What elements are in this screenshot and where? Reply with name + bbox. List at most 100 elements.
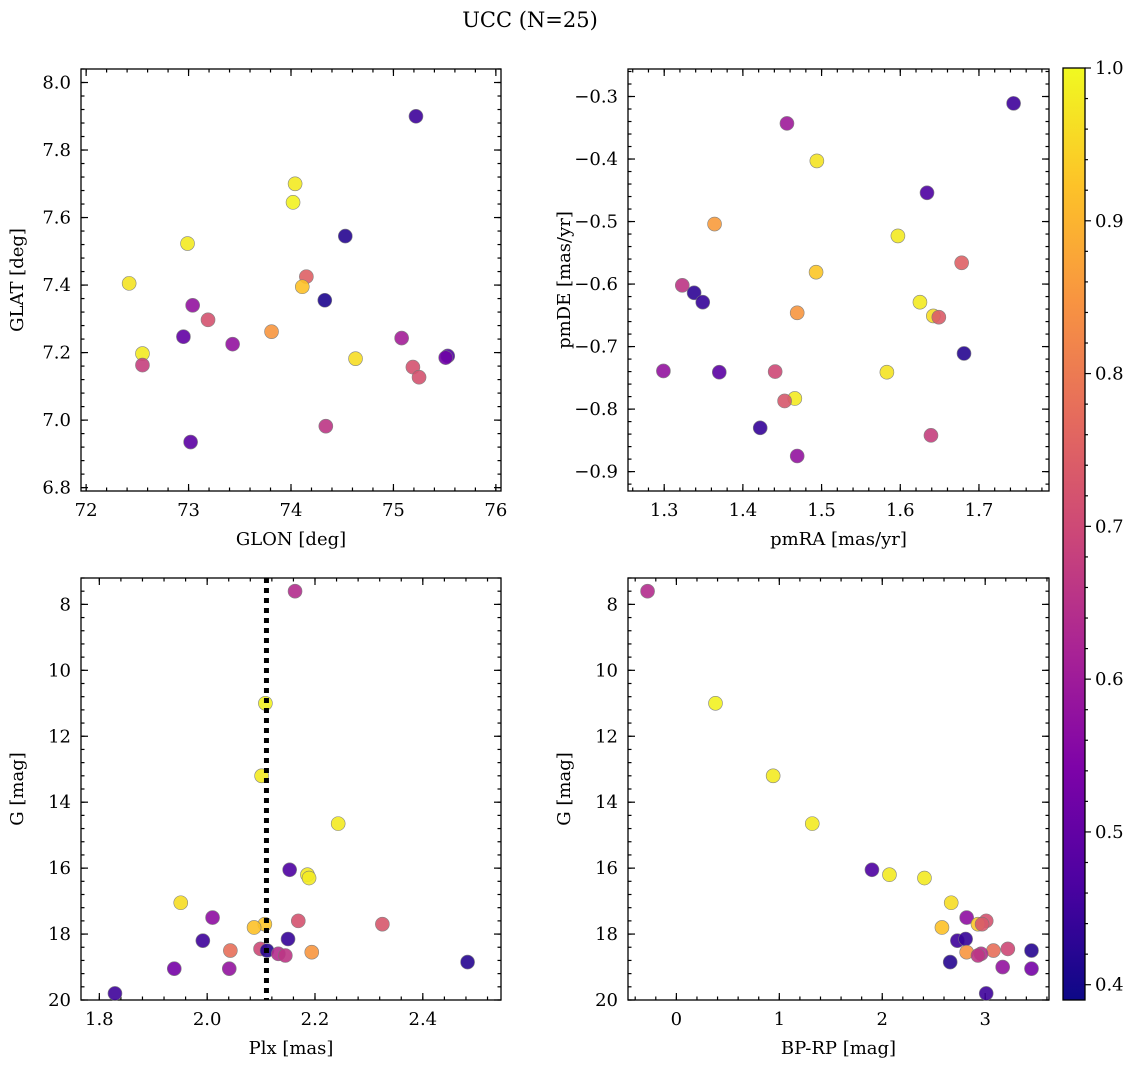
data-point xyxy=(882,867,897,883)
y-tick-label: 7.4 xyxy=(42,275,71,296)
x-tick-label: 3 xyxy=(979,1009,990,1030)
plot-frame xyxy=(627,68,1050,492)
x-tick-label: 1 xyxy=(774,1009,785,1030)
data-point xyxy=(185,298,200,313)
x-tick-label: 1.4 xyxy=(729,500,758,521)
data-point xyxy=(282,862,297,878)
y-tick-label: −0.5 xyxy=(574,212,618,233)
data-point xyxy=(707,216,722,232)
y-tick-label: 7.6 xyxy=(42,208,71,229)
y-tick-label: −0.8 xyxy=(574,399,618,420)
colorbar-tick-label: 0.5 xyxy=(1095,822,1124,843)
x-axis-label: Plx [mas] xyxy=(249,1038,334,1059)
x-tick-label: 72 xyxy=(75,500,98,521)
y-tick-label: −0.7 xyxy=(574,337,618,358)
y-tick-label: 7.2 xyxy=(42,343,71,364)
data-point xyxy=(978,986,994,1001)
colorbar-tick-label: 1.0 xyxy=(1095,58,1124,79)
data-point xyxy=(752,420,768,436)
y-tick-label: 14 xyxy=(48,792,71,813)
data-point xyxy=(294,279,310,295)
data-point xyxy=(808,264,824,280)
x-tick-label: 2 xyxy=(877,1009,888,1030)
data-point xyxy=(460,954,475,970)
data-point xyxy=(411,369,427,385)
data-point xyxy=(180,236,195,251)
figure-title: UCC (N=25) xyxy=(462,8,598,32)
y-tick-label: 12 xyxy=(48,726,71,747)
y-tick-label: −0.9 xyxy=(574,462,618,483)
data-point xyxy=(923,428,939,443)
data-point xyxy=(674,278,690,293)
data-point xyxy=(656,363,671,379)
colorbar-frame xyxy=(1062,67,1086,1001)
data-point xyxy=(408,108,424,124)
y-tick-label: 16 xyxy=(48,858,71,879)
data-point xyxy=(789,305,805,321)
data-point xyxy=(954,255,969,271)
data-point xyxy=(318,418,334,434)
data-point xyxy=(1006,96,1021,111)
data-point xyxy=(1024,943,1039,958)
data-point xyxy=(330,816,346,831)
data-point xyxy=(959,910,974,925)
data-point xyxy=(205,910,220,925)
data-point xyxy=(934,920,950,935)
y-tick-label: −0.6 xyxy=(574,274,618,295)
x-tick-label: 76 xyxy=(484,500,507,521)
data-point xyxy=(695,294,711,310)
data-point xyxy=(864,862,880,878)
data-point xyxy=(777,393,792,409)
y-tick-label: 12 xyxy=(595,726,618,747)
y-tick-label: 8 xyxy=(607,594,618,615)
y-tick-label: −0.4 xyxy=(574,149,618,170)
data-point xyxy=(301,870,317,886)
data-point xyxy=(375,916,390,932)
x-tick-label: 2.2 xyxy=(301,1009,330,1030)
x-axis-label: GLON [deg] xyxy=(236,529,346,550)
y-tick-label: 6.8 xyxy=(42,478,71,499)
data-point xyxy=(986,943,1001,958)
colorbar-tick-label: 0.7 xyxy=(1095,516,1124,537)
x-tick-label: 1.7 xyxy=(965,500,994,521)
data-point xyxy=(1024,961,1039,976)
x-tick-label: 2.0 xyxy=(193,1009,222,1030)
data-point xyxy=(912,294,928,310)
data-point xyxy=(956,346,972,361)
data-point xyxy=(200,312,216,328)
data-point xyxy=(809,153,825,169)
x-tick-label: 1.5 xyxy=(807,500,836,521)
data-point xyxy=(890,228,906,244)
scatter-pmra-pmde: 1.3 1.4 1.5 1.6 1.7 −0.9 −0.8 −0.7 −0.6 −0.5 −0.4 −… xyxy=(554,68,1050,550)
y-tick-label: 10 xyxy=(48,660,71,681)
data-point xyxy=(942,954,958,970)
data-point xyxy=(176,329,191,345)
data-point xyxy=(779,116,795,131)
data-point xyxy=(943,895,959,911)
data-point xyxy=(919,185,935,201)
y-axis-label: pmDE [mas/yr] xyxy=(554,211,575,349)
data-point xyxy=(686,285,702,301)
y-tick-label: 20 xyxy=(595,990,618,1011)
data-point xyxy=(789,448,805,464)
data-point xyxy=(765,768,781,784)
x-tick-label: 0 xyxy=(671,1009,682,1030)
data-point xyxy=(221,961,237,976)
data-point xyxy=(225,336,240,352)
scatter-glon-glat: 72 73 74 75 76 6.8 7.0 7.2 7.4 7.6 7.8 8.0 GLON [deg… xyxy=(7,68,507,550)
data-point xyxy=(767,364,783,379)
data-point xyxy=(711,364,727,380)
data-point xyxy=(285,195,301,210)
data-point xyxy=(121,276,137,291)
data-point xyxy=(995,959,1010,975)
data-point xyxy=(223,943,238,958)
data-point xyxy=(264,324,279,339)
data-point xyxy=(135,357,150,373)
data-point xyxy=(287,583,303,599)
data-point xyxy=(394,330,409,346)
x-tick-label: 73 xyxy=(177,500,200,521)
x-tick-label: 1.8 xyxy=(85,1009,114,1030)
x-tick-label: 1.3 xyxy=(650,500,679,521)
x-axis-label: BP-RP [mag] xyxy=(781,1038,896,1059)
